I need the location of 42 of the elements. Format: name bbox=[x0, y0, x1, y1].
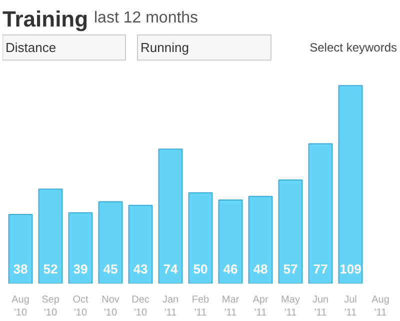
data-label: 45 bbox=[103, 262, 118, 276]
data-label: 52 bbox=[43, 262, 58, 276]
data-label: 74 bbox=[163, 262, 178, 276]
data-label: 57 bbox=[283, 262, 298, 276]
chart-subtitle: last 12 months bbox=[94, 10, 198, 27]
bar bbox=[38, 188, 63, 284]
bar bbox=[218, 199, 243, 284]
x-tick-label: May '11 bbox=[281, 294, 300, 319]
data-label: 46 bbox=[223, 262, 238, 276]
chart-title: Training bbox=[2, 6, 88, 32]
bar bbox=[8, 214, 33, 284]
x-tick-label: Jun '11 bbox=[312, 294, 329, 319]
text: Select keywords bbox=[310, 40, 398, 54]
text: Distance bbox=[6, 40, 56, 55]
bar bbox=[128, 204, 153, 284]
bar bbox=[68, 212, 93, 284]
data-label: 77 bbox=[313, 262, 328, 276]
x-tick-label: Feb '11 bbox=[192, 294, 210, 319]
x-tick-label: Jul '11 bbox=[344, 294, 358, 319]
text: Running bbox=[140, 40, 189, 55]
x-tick-label: Mar '11 bbox=[222, 294, 240, 319]
bar bbox=[188, 192, 213, 284]
data-label: 109 bbox=[340, 262, 362, 276]
bar bbox=[278, 180, 303, 284]
x-tick-label: Jan '11 bbox=[162, 294, 179, 319]
data-label: 50 bbox=[193, 262, 208, 276]
data-label: 38 bbox=[13, 262, 28, 276]
bar bbox=[158, 148, 183, 284]
x-tick-label: Oct '10 bbox=[72, 294, 88, 319]
x-tick-label: Apr '11 bbox=[252, 294, 269, 319]
bar bbox=[338, 85, 363, 284]
bar bbox=[248, 196, 273, 284]
x-tick-label: Aug '11 bbox=[372, 294, 390, 319]
x-tick-label: Sep '10 bbox=[42, 294, 60, 319]
data-label: 43 bbox=[133, 262, 148, 276]
data-label: 39 bbox=[73, 262, 88, 276]
bar bbox=[308, 143, 333, 284]
bar bbox=[98, 201, 123, 284]
data-label: 48 bbox=[253, 262, 268, 276]
x-tick-label: Aug '10 bbox=[12, 294, 30, 319]
x-tick-label: Nov '10 bbox=[102, 294, 120, 319]
x-tick-label: Dec '10 bbox=[132, 294, 150, 319]
